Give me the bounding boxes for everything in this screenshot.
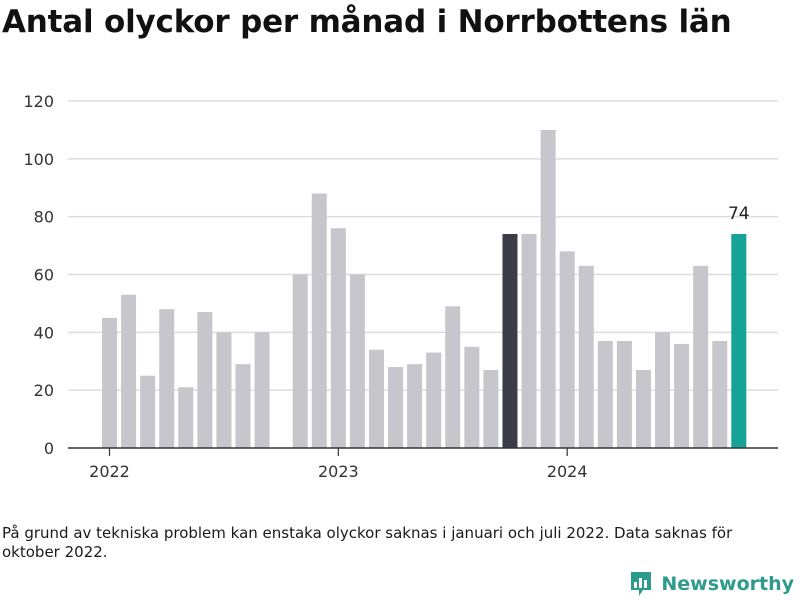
bar <box>121 294 137 448</box>
x-tick-label: 2024 <box>547 462 588 481</box>
bar <box>159 309 175 448</box>
bar <box>426 352 442 448</box>
y-tick-label: 20 <box>34 381 54 400</box>
x-tick-label: 2022 <box>89 462 130 481</box>
footnote: På grund av tekniska problem kan enstaka… <box>2 524 733 561</box>
bar <box>102 317 117 448</box>
y-tick-label: 80 <box>34 208 54 227</box>
bar <box>254 332 270 448</box>
bar <box>235 364 251 448</box>
bar <box>140 375 156 448</box>
bar <box>349 274 365 448</box>
y-tick-label: 40 <box>34 323 54 342</box>
y-tick-label: 100 <box>23 150 54 169</box>
bar <box>712 341 728 448</box>
bar <box>597 341 613 448</box>
bar <box>616 341 632 448</box>
bar <box>216 332 232 448</box>
bar <box>292 274 308 448</box>
bar <box>655 332 671 448</box>
newsworthy-logo-icon <box>631 572 652 596</box>
bar <box>407 364 423 448</box>
bar <box>483 369 499 448</box>
chart-title: Antal olyckor per månad i Norrbottens lä… <box>2 4 732 40</box>
bar <box>178 387 194 448</box>
bar <box>521 234 537 448</box>
newsworthy-logo-text: Newsworthy <box>661 573 794 595</box>
bar <box>464 346 480 448</box>
newsworthy-logo[interactable]: Newsworthy <box>629 570 794 598</box>
y-tick-label: 0 <box>44 439 54 458</box>
bar <box>445 306 461 448</box>
bar <box>731 234 747 448</box>
bar <box>674 343 690 448</box>
bar <box>368 349 384 448</box>
bar <box>502 234 518 448</box>
bar <box>540 129 556 448</box>
y-tick-label: 120 <box>23 92 54 111</box>
bar <box>330 228 346 448</box>
y-tick-label: 60 <box>34 266 54 285</box>
bar <box>693 265 709 448</box>
bar <box>388 367 404 448</box>
bar <box>578 265 594 448</box>
bar <box>197 312 213 448</box>
bar <box>635 369 651 448</box>
x-tick-label: 2023 <box>318 462 359 481</box>
data-label: 74 <box>728 204 750 224</box>
bar <box>559 251 575 448</box>
bar <box>311 193 327 448</box>
